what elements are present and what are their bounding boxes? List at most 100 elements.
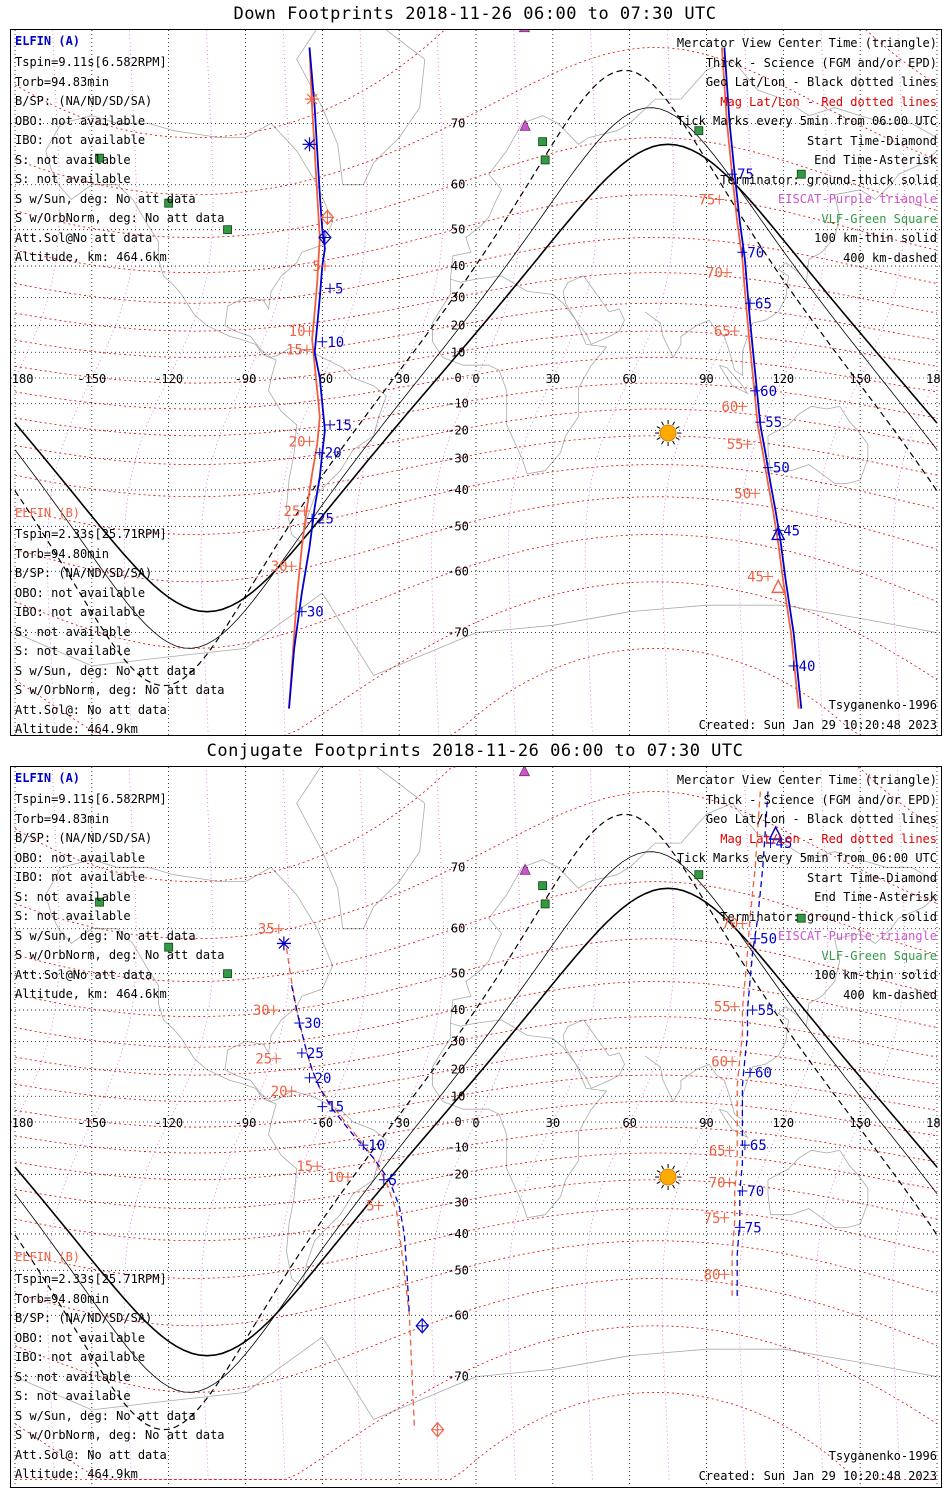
elfin-a-track (288, 47, 326, 709)
diamond-icon (415, 1317, 430, 1334)
terminator-ground (14, 887, 938, 1357)
elfin-a-tick-label: 70 (747, 1184, 764, 1200)
square-icon (95, 153, 104, 163)
elfin-a-tick-label: 55 (758, 1003, 775, 1019)
sun-ray (675, 1170, 680, 1173)
elfin-b-tick-label: 30 (271, 559, 288, 575)
lon-tick-label: -90 (235, 1116, 257, 1130)
coastline (296, 767, 426, 930)
mag-parallel (450, 647, 861, 735)
elfin-b-tick-label: 15 (296, 1159, 313, 1175)
lat-tick-label: -50 (447, 1263, 469, 1277)
lon-tick-label: 30 (546, 1116, 560, 1130)
elfin-a-tick-label: 20 (315, 1071, 332, 1087)
info-line: Altitude, km: 464.6km (15, 250, 167, 264)
info-line: B/SP: (NA/ND/SD/SA) (15, 566, 153, 580)
elfin-b-tick-label: 65 (714, 324, 731, 340)
lat-tick-label: 60 (451, 922, 465, 936)
square-icon (164, 198, 174, 208)
legend-item: VLF-Green Square (821, 211, 937, 226)
square-icon (538, 137, 547, 147)
mag-parallel (14, 938, 938, 1018)
sun-ray (675, 437, 680, 440)
legend-item: Mercator View Center Time (triangle) (676, 36, 937, 50)
elfin-b-track (731, 791, 761, 1296)
square-icon (540, 155, 550, 165)
triangle-icon (771, 578, 786, 594)
created-label: Created: Sun Jan 29 10:20:48 2023 (698, 718, 937, 732)
info-line: S w/Sun, deg: No att data (15, 928, 196, 943)
sun-ray (656, 426, 661, 429)
legend-item: Mercator View Center Time (triangle) (676, 773, 937, 787)
info-line: Torb=94.80min (15, 1291, 109, 1306)
square-icon (538, 881, 547, 891)
elfin-b-tick-label: 80 (704, 1267, 721, 1283)
lat-tick-label: 40 (451, 259, 465, 273)
triangle-icon (518, 767, 531, 777)
elfin-b-tick-label: 5 (312, 259, 320, 275)
map-layer: -180-150-120-90-60-300306090120150180706… (11, 767, 941, 1487)
elfin-a-tick-label: 75 (745, 1220, 762, 1236)
map-layer: -180-150-120-90-60-300306090120150180706… (11, 30, 941, 735)
elfin-a-tick-label: 10 (368, 1138, 385, 1154)
sun-ray (672, 1165, 676, 1170)
created-label: Created: Sun Jan 29 10:20:48 2023 (698, 1469, 937, 1483)
info-line: Att.Sol@No att data (15, 967, 153, 982)
map-frame-down: -180-150-120-90-60-300306090120150180706… (10, 29, 942, 736)
panel-title-conjugate: Conjugate Footprints 2018-11-26 06:00 to… (206, 741, 744, 761)
mag-parallel (14, 881, 938, 982)
lat-tick-label: 10 (451, 345, 465, 359)
info-line: S: not available (15, 1389, 131, 1403)
legend-item: Mag Lat/Lon - Red dotted lines (720, 831, 937, 846)
triangle-icon (768, 825, 783, 840)
mag-parallel (14, 408, 938, 466)
legend-item: Geo Lat/Lon - Black dotted lines (705, 812, 937, 826)
elfin-b-track (721, 47, 800, 709)
elfin-a-tick-label: 15 (327, 1100, 344, 1116)
info-line: S: not available (15, 152, 131, 167)
sun-ray (675, 426, 680, 429)
lat-tick-label: -20 (447, 1167, 469, 1181)
lat-tick-label: 40 (451, 1003, 465, 1017)
elfin-a-tick-label: 50 (760, 932, 777, 948)
elfin-a-tick-label: 30 (307, 605, 324, 621)
elfin-a-tick-label: 15 (335, 418, 352, 434)
lon-tick-label: 60 (622, 372, 636, 386)
legend-item: VLF-Green Square (821, 948, 937, 963)
elfin-b-name: ELFIN (B) (15, 506, 81, 520)
sun-ray (675, 1181, 680, 1184)
lat-tick-label: 50 (451, 967, 465, 981)
map-canvas-down: -180-150-120-90-60-300306090120150180706… (11, 30, 941, 735)
elfin-b-tick-label: 15 (286, 343, 303, 359)
elfin-a-name: ELFIN (A) (15, 771, 81, 785)
elfin-b-tick-label: 60 (711, 1054, 728, 1070)
info-line: IBO: not available (15, 870, 146, 884)
lat-tick-label: 60 (451, 178, 465, 192)
square-icon (796, 913, 806, 923)
mag-parallel (14, 1179, 938, 1242)
lat-tick-label: -60 (447, 1308, 469, 1322)
lon-tick-label: 30 (546, 372, 560, 386)
info-line: OBO: not available (15, 113, 146, 128)
sun-ray (656, 1181, 661, 1184)
elfin-b-tick-label: 55 (714, 1000, 731, 1016)
legend-item: EISCAT-Purple triangle (778, 929, 937, 943)
info-line: S w/OrbNorm, deg: No att data (15, 948, 225, 962)
elfin-a-tick-label: 65 (750, 1138, 767, 1154)
terminator-400km (14, 813, 938, 1431)
legend-item: Start Time-Diamond (806, 133, 937, 148)
lat-tick-label: -70 (447, 1370, 469, 1384)
info-line: S w/OrbNorm, deg: No att data (15, 1428, 225, 1442)
lat-tick-label: -30 (447, 452, 469, 466)
mag-parallel (14, 1277, 938, 1393)
mag-parallel (14, 46, 938, 196)
legend-item: 100 km-thin solid (814, 968, 937, 982)
info-line: S: not available (15, 644, 131, 658)
elfin-b-tick-label: 30 (253, 1003, 270, 1019)
lon-tick-label: -30 (388, 372, 410, 386)
lon-tick-label: 60 (622, 1116, 636, 1130)
info-line: S: not available (15, 172, 131, 186)
info-line: B/SP: (NA/ND/SD/SA) (15, 831, 153, 845)
coastline (450, 58, 938, 280)
model-label: Tsyganenko-1996 (828, 698, 937, 712)
